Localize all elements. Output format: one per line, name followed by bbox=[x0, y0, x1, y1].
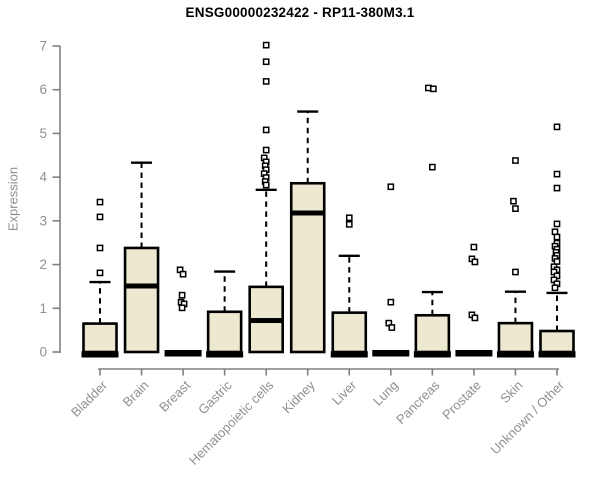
y-tick-label: 1 bbox=[39, 301, 47, 316]
median-line bbox=[206, 351, 244, 358]
median-line bbox=[249, 318, 283, 324]
outlier-point bbox=[553, 233, 561, 241]
outlier-point bbox=[96, 244, 104, 252]
iqr-box bbox=[289, 181, 326, 354]
outlier-point bbox=[471, 258, 479, 266]
iqr-box bbox=[414, 313, 451, 354]
y-tick-label: 6 bbox=[39, 82, 47, 97]
boxplot-kidney bbox=[289, 110, 326, 354]
outlier-point bbox=[470, 243, 478, 251]
outlier-point bbox=[553, 123, 561, 131]
outlier-point bbox=[388, 324, 396, 331]
iqr-box bbox=[497, 321, 534, 354]
boxplot-unknown-other bbox=[538, 123, 576, 358]
collapsed-box bbox=[164, 350, 202, 357]
outlier-point bbox=[471, 314, 479, 322]
boxplot-prostate bbox=[455, 243, 493, 357]
y-tick-label: 0 bbox=[39, 345, 47, 360]
median-line bbox=[413, 351, 451, 358]
outlier-point bbox=[345, 214, 353, 222]
iqr-box bbox=[82, 322, 118, 354]
iqr-box bbox=[331, 311, 368, 354]
boxplot-breast bbox=[164, 266, 202, 357]
outlier-point bbox=[178, 291, 186, 299]
outlier-point bbox=[551, 284, 559, 292]
iqr-box bbox=[539, 329, 575, 354]
y-axis: 0 1 2 3 4 5 6 7 bbox=[39, 39, 61, 360]
outlier-point bbox=[262, 146, 270, 154]
median-line bbox=[330, 351, 368, 358]
outlier-point bbox=[553, 170, 561, 178]
boxplot-pancreas bbox=[413, 84, 451, 358]
median-line bbox=[81, 351, 119, 358]
boxplot-lung bbox=[372, 183, 410, 357]
collapsed-box bbox=[372, 350, 410, 357]
outlier-point bbox=[96, 269, 104, 277]
y-tick-label: 5 bbox=[39, 126, 47, 141]
y-tick-label: 2 bbox=[39, 257, 47, 272]
outlier-point bbox=[262, 126, 270, 134]
outlier-point bbox=[553, 184, 561, 192]
boxplot-liver bbox=[330, 214, 368, 358]
outlier-point bbox=[387, 298, 395, 306]
outlier-point bbox=[387, 183, 395, 191]
outlier-point bbox=[345, 221, 353, 228]
boxplot-hematopoietic-cells bbox=[248, 41, 284, 354]
chart-title: ENSG00000232422 - RP11-380M3.1 bbox=[185, 5, 415, 20]
y-tick-label: 3 bbox=[39, 213, 47, 228]
outlier-point bbox=[512, 157, 519, 164]
iqr-box bbox=[206, 310, 243, 354]
outlier-point bbox=[262, 41, 270, 49]
y-tick-label: 4 bbox=[39, 170, 47, 185]
outlier-point bbox=[512, 205, 519, 212]
outlier-point bbox=[429, 163, 436, 171]
y-tick-label: 7 bbox=[39, 39, 47, 54]
outlier-point bbox=[553, 220, 561, 228]
outlier-point bbox=[510, 197, 517, 205]
outlier-point bbox=[512, 268, 519, 276]
median-line bbox=[496, 351, 534, 358]
y-axis-title: Expression bbox=[5, 166, 21, 232]
boxplot-gastric bbox=[206, 270, 244, 358]
median-line bbox=[125, 283, 159, 289]
outlier-point bbox=[96, 213, 104, 221]
outlier-point bbox=[551, 228, 559, 236]
outlier-point bbox=[179, 270, 187, 278]
outlier-point bbox=[262, 58, 270, 66]
outlier-point bbox=[553, 258, 561, 265]
median-line bbox=[538, 351, 576, 358]
iqr-box bbox=[123, 246, 160, 354]
boxplot-brain bbox=[123, 161, 160, 354]
outlier-point bbox=[262, 78, 270, 85]
collapsed-box bbox=[455, 350, 493, 357]
boxplot-bladder bbox=[81, 198, 119, 358]
outlier-point bbox=[96, 198, 104, 206]
boxplot-skin bbox=[496, 157, 534, 358]
outlier-point bbox=[262, 181, 270, 189]
median-line bbox=[291, 210, 325, 216]
outlier-point bbox=[178, 304, 186, 312]
outlier-point bbox=[430, 85, 437, 93]
